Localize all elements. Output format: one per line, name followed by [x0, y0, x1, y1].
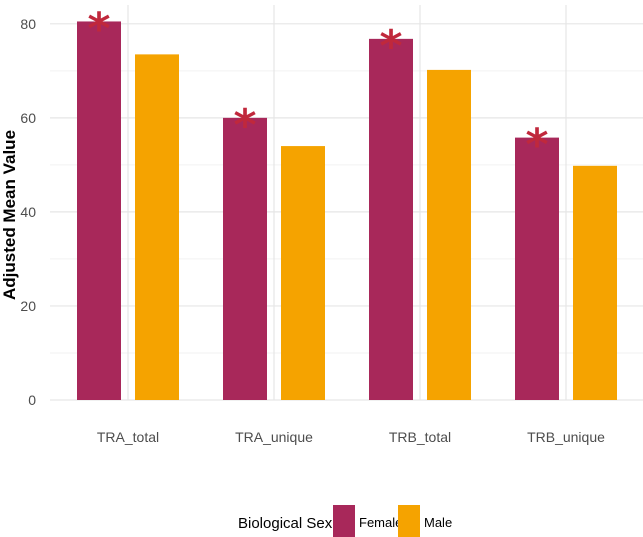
x-tick-label: TRA_unique [235, 429, 313, 445]
bar-female-trb_total [369, 38, 413, 400]
y-tick-label: 40 [20, 204, 36, 220]
bar-male-trb_total [427, 69, 471, 401]
significance-star: * [379, 21, 402, 72]
bar-male-tra_total [135, 54, 179, 400]
significance-star: * [233, 100, 256, 151]
x-tick-label: TRA_total [97, 429, 159, 445]
x-tick-labels: TRA_total TRA_unique TRB_total TRB_unique [97, 429, 605, 445]
significance-markers: * * * * [87, 3, 548, 170]
y-tick-labels: 0 20 40 60 80 [20, 16, 36, 408]
bar-female-tra_unique [223, 117, 267, 400]
legend-title: Biological Sex [238, 515, 333, 532]
significance-star: * [525, 120, 548, 171]
x-tick-label: TRB_total [389, 429, 451, 445]
y-tick-label: 60 [20, 110, 36, 126]
significance-star: * [87, 3, 110, 54]
bars [77, 21, 617, 401]
bar-male-tra_unique [281, 146, 325, 400]
bar-female-tra_total [77, 21, 121, 400]
bar-male-trb_unique [573, 165, 617, 400]
x-tick-label: TRB_unique [527, 429, 605, 445]
bar-female-trb_unique [515, 137, 559, 400]
y-axis-title: Adjusted Mean Value [0, 130, 19, 300]
y-tick-label: 80 [20, 16, 36, 32]
legend: Biological Sex Female Male [238, 505, 452, 537]
legend-key-male [398, 505, 420, 537]
legend-label-male: Male [424, 515, 452, 530]
legend-label-female: Female [359, 515, 402, 530]
y-tick-label: 0 [28, 392, 36, 408]
legend-key-female [333, 505, 355, 537]
y-tick-label: 20 [20, 298, 36, 314]
